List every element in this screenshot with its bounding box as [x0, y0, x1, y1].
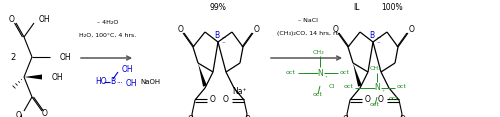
Polygon shape — [24, 75, 42, 79]
Text: O: O — [210, 95, 216, 104]
Text: B: B — [110, 77, 116, 86]
Text: 99%: 99% — [210, 4, 226, 13]
Text: oct: oct — [340, 69, 350, 75]
Text: – 4H₂O: – 4H₂O — [98, 20, 118, 24]
Text: CH₃: CH₃ — [369, 66, 381, 71]
Text: oct: oct — [343, 84, 353, 90]
Text: ⁻: ⁻ — [376, 41, 380, 47]
Text: O: O — [378, 95, 384, 104]
Text: oct: oct — [397, 84, 407, 90]
Text: N: N — [374, 84, 380, 93]
Text: O: O — [409, 24, 415, 33]
Text: oct: oct — [389, 95, 399, 101]
Text: ⁺: ⁺ — [382, 91, 384, 95]
Text: O: O — [178, 24, 184, 33]
Text: HO: HO — [95, 77, 106, 86]
Text: IL: IL — [353, 4, 360, 13]
Text: NaOH: NaOH — [140, 79, 160, 85]
Text: O: O — [188, 115, 194, 117]
Text: 100%: 100% — [381, 4, 402, 13]
Text: OH: OH — [122, 66, 134, 75]
Text: N: N — [317, 68, 323, 77]
Text: ⁻: ⁻ — [221, 41, 225, 47]
Text: OH: OH — [60, 53, 72, 62]
Text: O: O — [42, 108, 48, 117]
Text: CH₃: CH₃ — [312, 49, 324, 55]
Text: oct: oct — [286, 69, 296, 75]
Text: ···: ··· — [116, 80, 123, 86]
Text: 2: 2 — [10, 53, 15, 62]
Text: ···: ··· — [221, 35, 226, 40]
Text: ···: ··· — [376, 35, 382, 40]
Text: OH: OH — [52, 73, 64, 82]
Text: (CH₃)₂CO, 14 hrs, rt: (CH₃)₂CO, 14 hrs, rt — [278, 31, 338, 37]
Text: O: O — [254, 24, 260, 33]
Text: O: O — [16, 110, 22, 117]
Polygon shape — [198, 63, 207, 87]
Text: O: O — [365, 95, 371, 104]
Text: O: O — [223, 95, 229, 104]
Text: O: O — [343, 115, 349, 117]
Text: O: O — [9, 15, 15, 24]
Text: O: O — [400, 115, 406, 117]
Text: ⁺: ⁺ — [324, 75, 328, 80]
Text: O: O — [333, 24, 339, 33]
Text: O: O — [245, 115, 251, 117]
Text: OH: OH — [126, 79, 138, 88]
Text: oct: oct — [370, 102, 380, 108]
Text: B: B — [214, 31, 220, 40]
Text: – NaCl: – NaCl — [298, 18, 318, 24]
Text: B: B — [370, 31, 374, 40]
Polygon shape — [353, 63, 362, 87]
Text: oct: oct — [313, 91, 323, 97]
Text: Cl: Cl — [329, 84, 335, 88]
Text: OH: OH — [39, 15, 50, 24]
Text: H₂O, 100°C, 4 hrs.: H₂O, 100°C, 4 hrs. — [80, 33, 136, 38]
Text: Na⁺: Na⁺ — [232, 86, 248, 95]
